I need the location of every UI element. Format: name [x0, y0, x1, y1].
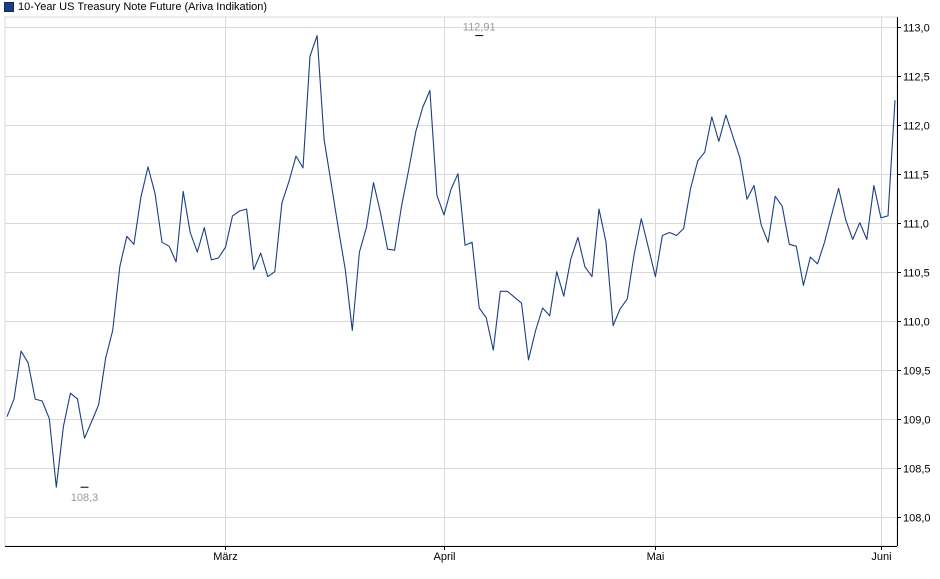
axes: 108,0 108,5 109,0 109,5 110,0 110,5 111,0 111,5… [5, 17, 931, 563]
y-tick-label: 112,5 [903, 72, 930, 84]
chart-legend: 10-Year US Treasury Note Future (Ariva I… [4, 0, 267, 14]
y-tick-label: 113,0 [903, 23, 930, 35]
y-tick-label: 112,0 [903, 121, 930, 133]
legend-swatch [4, 2, 14, 12]
chart-title: 10-Year US Treasury Note Future (Ariva I… [18, 1, 268, 13]
series-layer [6, 35, 896, 488]
plot-frame [4, 16, 898, 547]
y-tick-label: 110,5 [903, 268, 930, 280]
y-tick-label: 108,5 [903, 464, 931, 476]
x-tick-label: April [433, 551, 455, 563]
y-tick-label: 110,0 [903, 317, 930, 329]
low-annotation: 108,3 [71, 492, 99, 504]
high-annotation: 112,91 [463, 22, 496, 34]
y-tick-label: 108,0 [903, 513, 931, 525]
y-tick-label: 111,5 [903, 170, 929, 182]
series-line [6, 35, 896, 488]
y-tick-label: 109,0 [903, 415, 931, 427]
y-tick-label: 111,0 [903, 219, 929, 231]
annotations: 112,91 108,3 [71, 22, 496, 505]
x-tick-label: Mai [647, 551, 665, 563]
x-tick-label: Juni [871, 551, 891, 563]
y-tick-label: 109,5 [903, 366, 931, 378]
x-tick-label: März [213, 551, 237, 563]
grid [4, 16, 898, 547]
